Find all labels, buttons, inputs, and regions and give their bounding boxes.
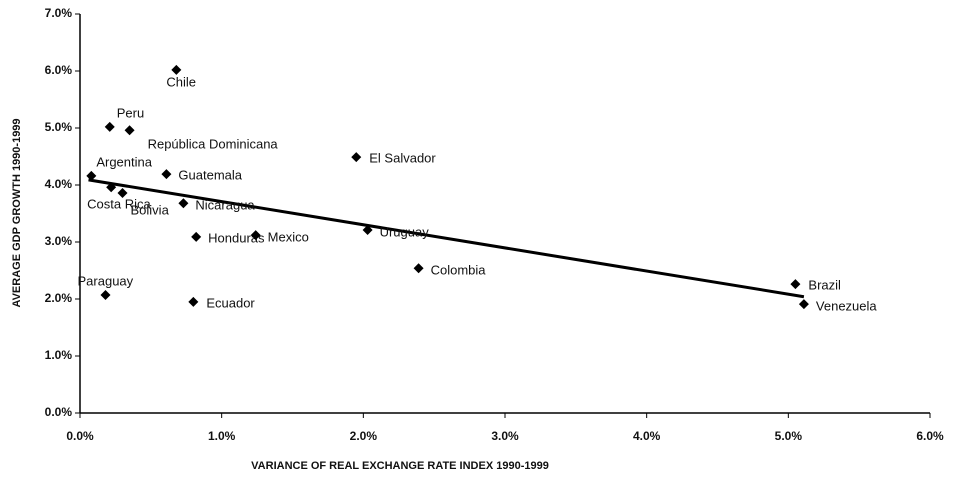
point-label: El Salvador <box>369 151 436 166</box>
marker <box>178 198 189 209</box>
y-tick-label: 2.0% <box>45 291 73 305</box>
x-tick-label: 6.0% <box>916 429 944 443</box>
point-label: Costa Rica <box>87 197 151 212</box>
marker <box>124 125 135 136</box>
marker <box>188 296 199 307</box>
marker <box>250 230 261 241</box>
point-label: Chile <box>166 74 196 89</box>
point-label: Bolivia <box>131 202 170 217</box>
point-label: Argentina <box>96 154 152 169</box>
marker <box>117 187 128 198</box>
point-label: Brazil <box>808 278 841 293</box>
marker <box>790 279 801 290</box>
point-label: República Dominicana <box>148 137 279 152</box>
point-label: Guatemala <box>178 168 242 183</box>
point-label: Venezuela <box>816 299 877 314</box>
point-label: Ecuador <box>206 295 255 310</box>
y-axis-title: AVERAGE GDP GROWTH 1990-1999 <box>11 118 23 307</box>
point-label: Paraguay <box>78 273 134 288</box>
marker <box>413 263 424 274</box>
marker <box>86 170 97 181</box>
marker <box>191 231 202 242</box>
y-tick-label: 5.0% <box>45 120 73 134</box>
y-tick-label: 1.0% <box>45 348 73 362</box>
point-label: Nicaragua <box>195 198 255 213</box>
marker <box>362 225 373 236</box>
marker <box>161 169 172 180</box>
point-label: Peru <box>117 105 144 120</box>
x-tick-label: 3.0% <box>491 429 519 443</box>
point-label: Mexico <box>268 230 309 245</box>
x-tick-label: 0.0% <box>66 429 94 443</box>
y-tick-label: 0.0% <box>45 405 73 419</box>
x-axis-title: VARIANCE OF REAL EXCHANGE RATE INDEX 199… <box>251 460 549 472</box>
trendline <box>88 178 805 299</box>
marker <box>171 64 182 75</box>
marker <box>100 290 111 301</box>
marker <box>106 182 117 193</box>
point-label: Uruguay <box>380 224 430 239</box>
marker <box>798 299 809 310</box>
y-tick-label: 4.0% <box>45 177 73 191</box>
y-tick-label: 6.0% <box>45 63 73 77</box>
y-tick-label: 3.0% <box>45 234 73 248</box>
point-label: Colombia <box>431 263 487 278</box>
marker <box>351 152 362 163</box>
y-tick-label: 7.0% <box>45 6 73 20</box>
x-tick-label: 4.0% <box>633 429 661 443</box>
point-label: Honduras <box>208 230 265 245</box>
marker <box>104 121 115 132</box>
x-tick-label: 1.0% <box>208 429 236 443</box>
x-tick-label: 2.0% <box>350 429 378 443</box>
x-tick-label: 5.0% <box>775 429 803 443</box>
